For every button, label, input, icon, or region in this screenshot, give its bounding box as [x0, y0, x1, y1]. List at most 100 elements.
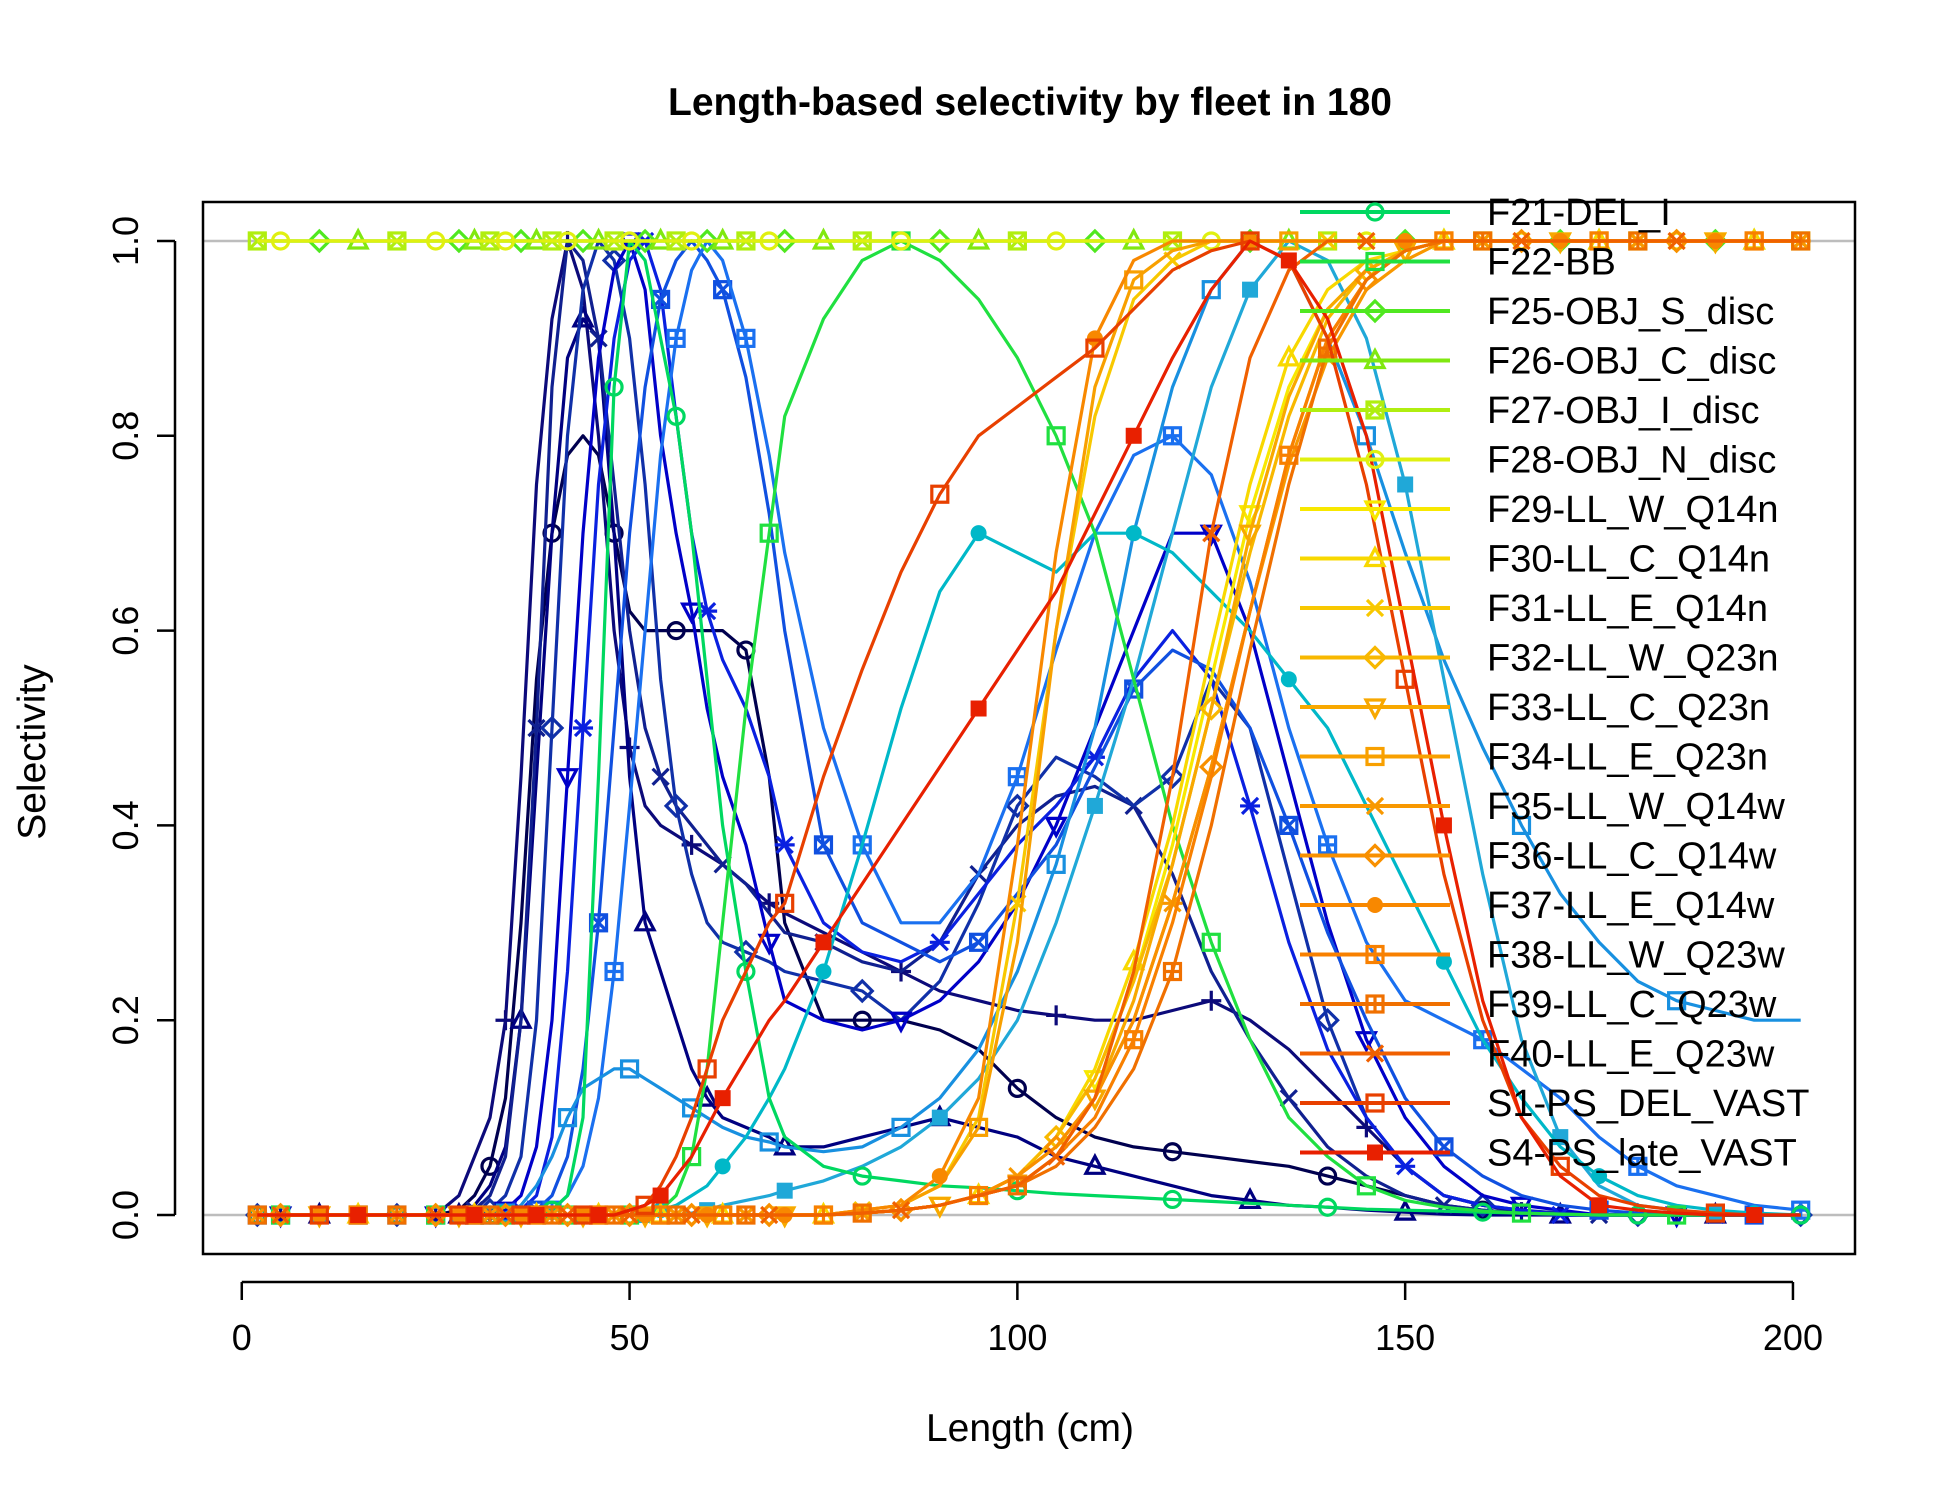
- y-tick-label: 0.2: [105, 995, 146, 1045]
- y-tick-label: 0.6: [105, 606, 146, 656]
- data-point-F11: [776, 1182, 793, 1199]
- data-point-S4-PS_late_VAST: [815, 934, 832, 951]
- data-point-S4-PS_late_VAST: [714, 1090, 731, 1107]
- legend-item-F31-LL_E_Q14n: F31-LL_E_Q14n: [1300, 588, 1768, 630]
- data-point-F28-OBJ_N_disc: [495, 231, 516, 251]
- data-point-F12: [1280, 671, 1297, 688]
- data-point-F28-OBJ_N_disc: [270, 231, 291, 251]
- legend-item-F40-LL_E_Q23w: F40-LL_E_Q23w: [1300, 1034, 1775, 1076]
- legend-label: F32-LL_W_Q23n: [1487, 638, 1779, 680]
- data-point-F36-LL_C_Q14w: [1664, 228, 1689, 254]
- data-point-S1-PS_DEL_VAST: [1085, 338, 1105, 358]
- legend-label: F33-LL_C_Q23n: [1487, 687, 1770, 729]
- data-point-F6: [555, 768, 580, 791]
- legend-label: F30-LL_C_Q14n: [1487, 539, 1770, 581]
- data-point-F40-LL_E_Q23w: [1047, 1147, 1066, 1166]
- data-point-F5: [539, 715, 565, 741]
- legend-item-S4-PS_late_VAST: S4-PS_late_VAST: [1300, 1133, 1797, 1175]
- legend-label: F31-LL_E_Q14n: [1487, 588, 1768, 630]
- data-point-F7: [774, 835, 795, 855]
- legend-marker: [1365, 994, 1385, 1014]
- data-point-F21-DEL_I: [604, 377, 624, 397]
- data-point-S1-PS_DEL_VAST: [1240, 231, 1260, 251]
- data-point-F7: [1240, 796, 1261, 816]
- series-group: [245, 227, 1813, 1229]
- data-point-F28-OBJ_N_disc: [557, 231, 578, 251]
- y-tick-label: 0.4: [105, 800, 146, 850]
- data-point-F10: [1511, 815, 1532, 836]
- data-point-F7: [573, 718, 594, 738]
- data-point-F3: [1238, 1187, 1262, 1210]
- data-point-F11: [1397, 476, 1414, 493]
- legend-item-F29-LL_W_Q14n: F29-LL_W_Q14n: [1300, 489, 1779, 531]
- legend-item-F34-LL_E_Q23n: F34-LL_E_Q23n: [1300, 737, 1768, 779]
- data-point-F33-LL_C_Q23n: [1083, 1089, 1107, 1112]
- data-point-F11: [931, 1109, 948, 1126]
- legend-label: F36-LL_C_Q14w: [1487, 836, 1777, 878]
- plot-area: [203, 227, 1855, 1229]
- data-point-F40-LL_E_Q23w: [760, 1205, 779, 1225]
- data-point-F22-BB: [1356, 1176, 1376, 1196]
- data-point-F32-LL_W_Q23n: [1199, 696, 1224, 721]
- legend-label: F34-LL_E_Q23n: [1487, 737, 1768, 779]
- data-point-S4-PS_late_VAST: [1125, 427, 1142, 444]
- data-point-F2: [495, 1010, 516, 1031]
- data-point-F1: [666, 620, 686, 641]
- data-point-F1: [852, 1010, 872, 1030]
- data-point-F28-OBJ_N_disc: [891, 231, 911, 251]
- data-point-F12: [1591, 1168, 1608, 1185]
- data-point-F34-LL_E_Q23n: [968, 1117, 989, 1137]
- x-tick-label: 200: [1763, 1317, 1823, 1358]
- legend-label: F25-OBJ_S_disc: [1487, 291, 1774, 333]
- data-point-F40-LL_E_Q23w: [1667, 231, 1686, 251]
- x-tick-label: 150: [1375, 1317, 1435, 1358]
- data-point-F1: [1007, 1078, 1027, 1099]
- data-point-F10: [759, 1132, 779, 1152]
- data-point-F40-LL_E_Q23w: [891, 1201, 911, 1220]
- legend-marker: [1363, 347, 1387, 370]
- data-point-F37-LL_E_Q14w: [931, 1168, 948, 1185]
- data-point-F21-DEL_I: [852, 1166, 872, 1186]
- data-point-F9: [1318, 835, 1338, 855]
- x-tick-label: 100: [987, 1317, 1047, 1358]
- data-point-F5: [663, 793, 689, 819]
- data-point-F21-DEL_I: [736, 961, 756, 982]
- data-point-F9: [736, 328, 756, 348]
- legend-marker: [1367, 1144, 1383, 1161]
- data-point-F6: [757, 933, 781, 956]
- data-point-F2: [1201, 990, 1222, 1011]
- data-point-S1-PS_DEL_VAST: [930, 484, 950, 504]
- legend-label: F40-LL_E_Q23w: [1487, 1034, 1775, 1076]
- data-point-S4-PS_late_VAST: [1746, 1207, 1763, 1224]
- data-point-S4-PS_late_VAST: [350, 1207, 367, 1224]
- legend-marker: [1365, 400, 1385, 420]
- data-point-S4-PS_late_VAST: [970, 700, 987, 717]
- data-point-S1-PS_DEL_VAST: [775, 893, 795, 913]
- data-point-F21-DEL_I: [1318, 1197, 1338, 1217]
- legend-label: S1-PS_DEL_VAST: [1487, 1083, 1809, 1125]
- data-point-F9: [1628, 1156, 1648, 1176]
- data-point-S4-PS_late_VAST: [652, 1187, 669, 1204]
- data-point-F10: [891, 1117, 911, 1137]
- data-point-F28-OBJ_N_disc: [682, 231, 702, 251]
- data-point-F38-LL_W_Q23w: [1124, 1030, 1144, 1050]
- data-point-F22-BB: [759, 523, 779, 543]
- legend-marker: [1365, 202, 1385, 222]
- data-point-F12: [1435, 953, 1452, 970]
- legend-marker: [1365, 1093, 1385, 1113]
- y-axis-label: Selectivity: [11, 664, 54, 840]
- data-point-S4-PS_late_VAST: [1591, 1197, 1608, 1214]
- x-tick-label: 50: [610, 1317, 650, 1358]
- chart-title: Length-based selectivity by fleet in 180: [668, 81, 1392, 124]
- y-tick-label: 0.8: [105, 411, 146, 461]
- legend-marker: [1362, 645, 1388, 670]
- data-point-F36-LL_C_Q14w: [1509, 228, 1534, 254]
- data-point-F36-LL_C_Q14w: [756, 1202, 782, 1228]
- legend-label: F39-LL_C_Q23w: [1487, 984, 1777, 1026]
- data-point-F6: [679, 602, 704, 625]
- data-point-F8: [813, 835, 834, 855]
- data-point-F5: [849, 978, 875, 1004]
- data-point-F40-LL_E_Q23w: [682, 1205, 701, 1225]
- legend-marker: [1362, 843, 1388, 868]
